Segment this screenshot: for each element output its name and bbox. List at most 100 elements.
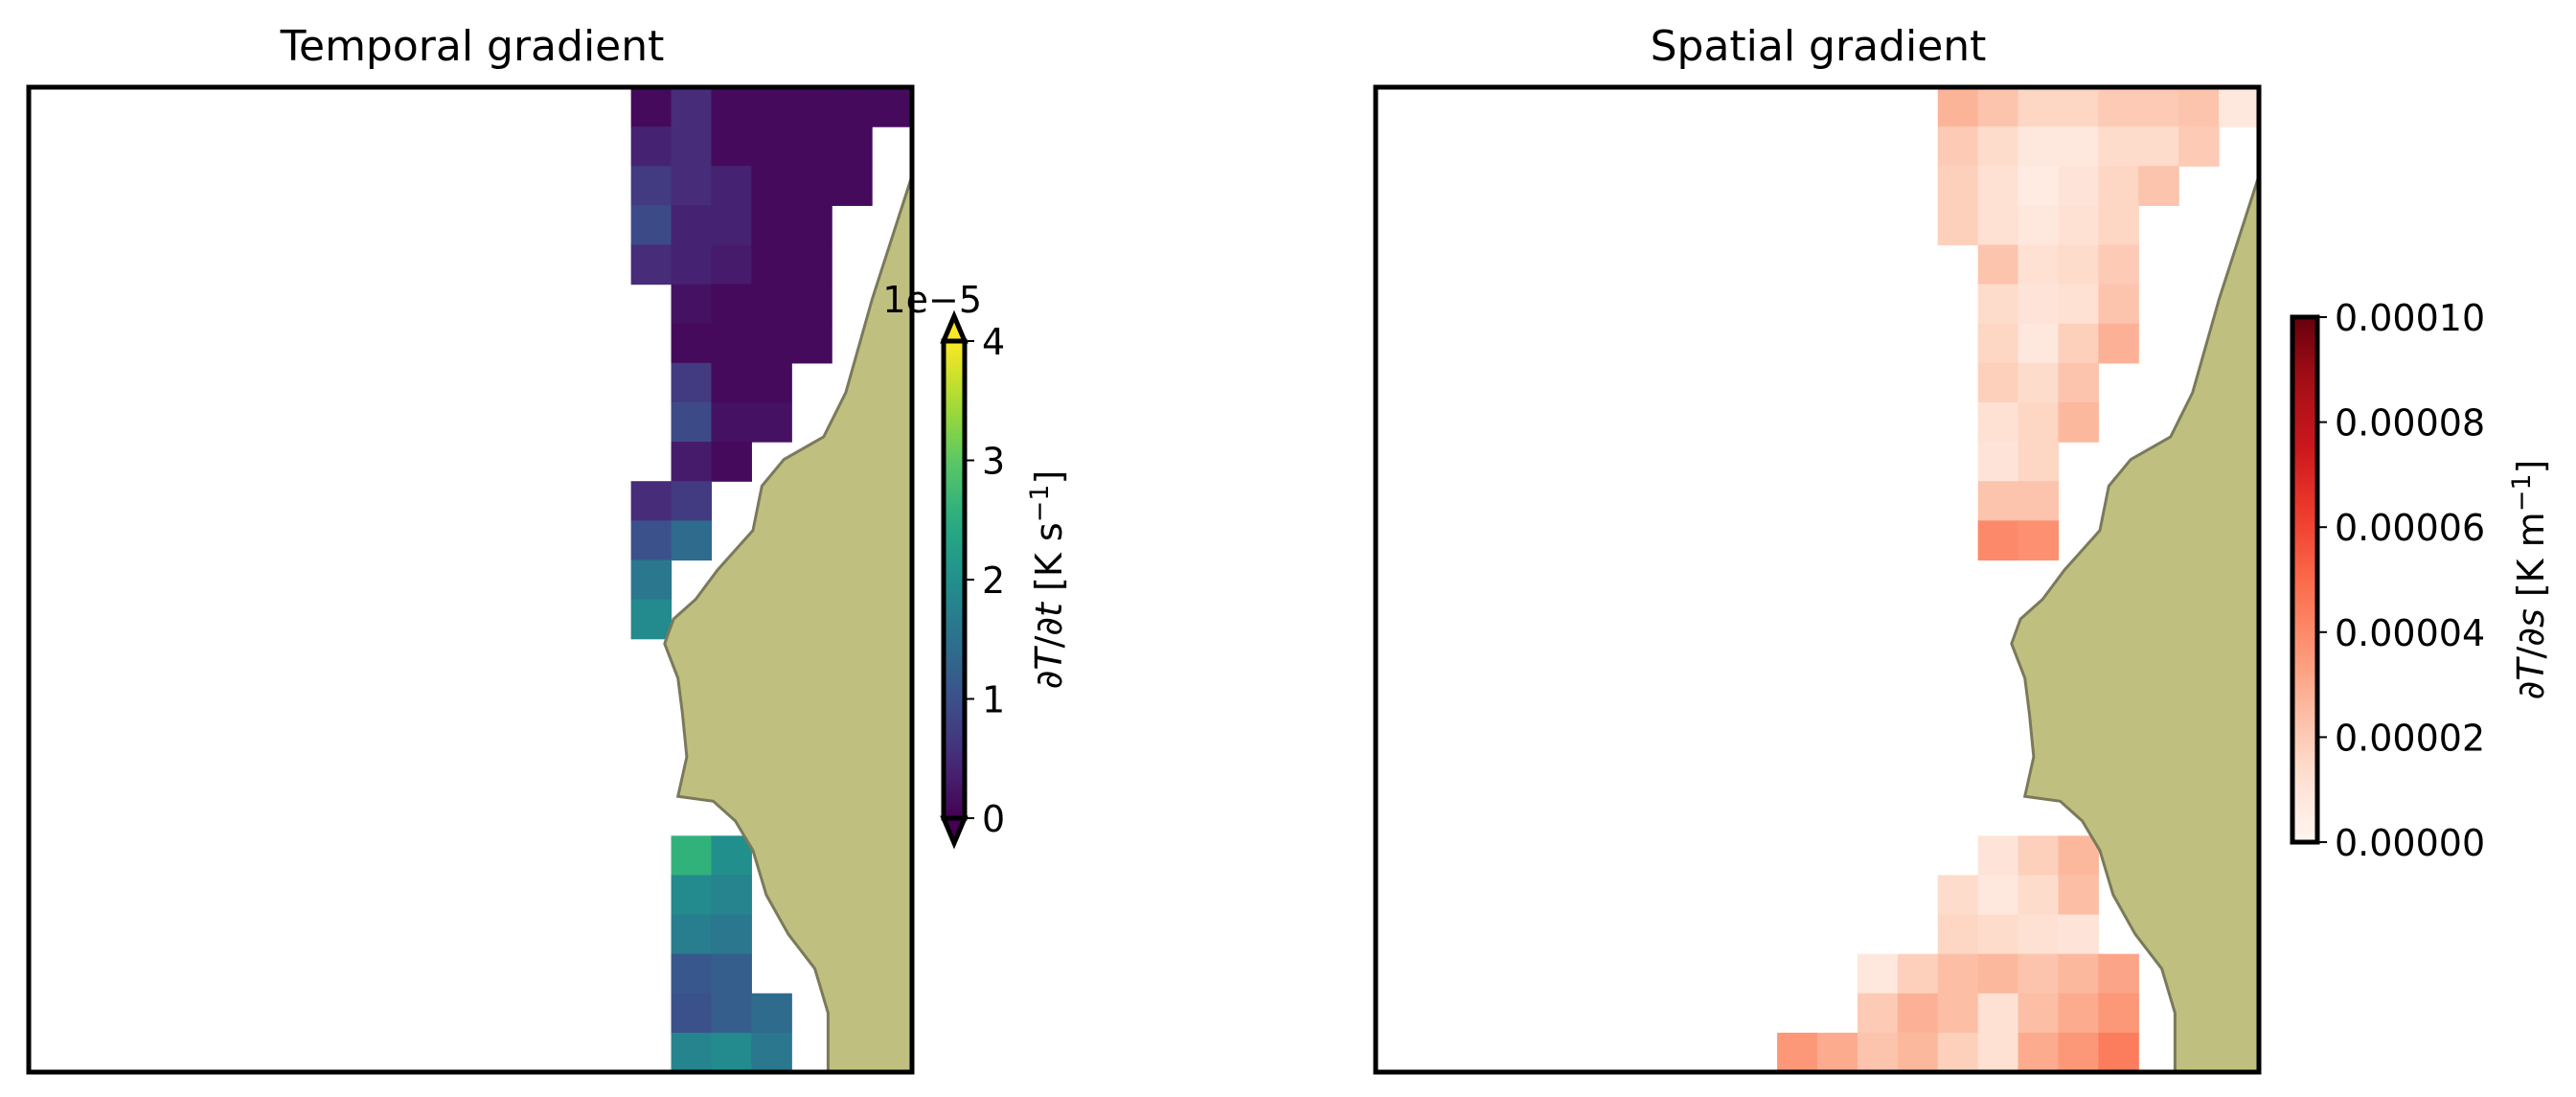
temporal-gradient-panel: Temporal gradient 0 1 2 3 4 ∂T/∂t [K s−1] 1e−5	[26, 22, 1070, 1075]
heatmap-cell	[2017, 835, 2060, 876]
heatmap-cell	[671, 401, 713, 443]
heatmap-cell	[2017, 481, 2060, 521]
spatial-gradient-panel: Spatial gradient 0.000000.000020.000040.…	[1373, 22, 2552, 1075]
heatmap-cell	[2017, 362, 2060, 403]
heatmap-cell	[630, 560, 672, 601]
heatmap-cell	[630, 520, 672, 561]
heatmap-cell	[751, 323, 792, 364]
heatmap-cell	[1977, 993, 2019, 1034]
heatmap-cell	[751, 284, 792, 325]
heatmap-cell	[2058, 87, 2099, 127]
heatmap-cell	[1977, 87, 2019, 127]
heatmap-cell	[630, 599, 672, 640]
colorbar-offset-label: 1e−5	[882, 279, 982, 321]
colorbar-tick-label: 0.00008	[2335, 402, 2485, 445]
heatmap-cell	[2058, 835, 2099, 876]
heatmap-cell	[1897, 993, 1939, 1034]
heatmap-cell	[2098, 993, 2139, 1034]
heatmap-cell	[2058, 205, 2099, 246]
heatmap-cell	[711, 205, 752, 246]
heatmap-cell	[1977, 835, 2019, 876]
heatmap-cell	[832, 87, 873, 127]
heatmap-cell	[671, 481, 713, 521]
heatmap-cell	[671, 284, 713, 325]
heatmap-cell	[1937, 993, 1979, 1034]
map-frame	[26, 84, 915, 1075]
spatial-gradient-title: Spatial gradient	[1651, 22, 1987, 71]
heatmap-cell	[671, 323, 713, 364]
heatmap-cell	[711, 87, 752, 127]
colorbar	[2290, 314, 2320, 845]
colorbar-tick-label: 0.00004	[2335, 612, 2485, 654]
heatmap-cell	[2058, 244, 2099, 286]
spatial-colorbar: 0.00000 0.00002 0.00004 0.00006 0.00008 0.000…	[2290, 297, 2552, 864]
heatmap-cell	[1937, 126, 1979, 167]
heatmap-cell	[2098, 126, 2139, 167]
heatmap-cell	[630, 244, 672, 286]
heatmap-cell	[2178, 126, 2220, 167]
heatmap-cell	[671, 993, 713, 1034]
heatmap-cell	[2098, 87, 2139, 127]
heatmap-cell	[2017, 323, 2060, 364]
heatmap-cell	[2017, 993, 2060, 1034]
heatmap-cell	[2017, 914, 2060, 955]
heatmap-cell	[711, 953, 752, 994]
heatmap-cell	[1817, 1032, 1858, 1073]
heatmap-cell	[2058, 284, 2099, 325]
heatmap-cell	[791, 284, 832, 325]
heatmap-cell	[1977, 953, 2019, 994]
heatmap-cell	[711, 284, 752, 325]
heatmap-cell	[671, 244, 713, 286]
heatmap-cell	[711, 401, 752, 443]
heatmap-cell	[2017, 953, 2060, 994]
heatmap-cell	[2017, 126, 2060, 167]
land-mask	[663, 175, 914, 1074]
heatmap-cell	[2017, 87, 2060, 127]
heatmap-cell	[1937, 87, 1979, 127]
heatmap-cell	[2058, 1032, 2099, 1073]
heatmap-cell	[2178, 87, 2220, 127]
heatmap-cell	[711, 244, 752, 286]
heatmap-cell	[711, 442, 752, 482]
heatmap-cell	[711, 1032, 752, 1073]
heatmap-cell	[2058, 953, 2099, 994]
heatmap-cell	[751, 205, 792, 246]
heatmap-cell	[711, 126, 752, 167]
heatmap-cell	[2098, 323, 2139, 364]
heatmap-cell	[1857, 993, 1899, 1034]
heatmap-cell	[671, 835, 713, 876]
heatmap-cell	[2098, 205, 2139, 246]
heatmap-cell	[1977, 442, 2019, 482]
heatmap-cell	[630, 205, 672, 246]
colorbar-label: ∂T/∂s [K m−1]	[2507, 460, 2552, 700]
heatmap-cell	[2138, 166, 2179, 206]
heatmap-cell	[2017, 875, 2060, 916]
heatmap-cell	[1777, 1032, 1818, 1073]
heatmap-cell	[2017, 205, 2060, 246]
temporal-gradient-map	[630, 87, 913, 1073]
heatmap-cell	[1897, 1032, 1939, 1073]
heatmap-cell	[711, 993, 752, 1034]
heatmap-cell	[1977, 875, 2019, 916]
colorbar-tick-label: 4	[982, 321, 1005, 363]
colorbar-extend-min	[940, 815, 969, 850]
heatmap-cell	[2058, 166, 2099, 206]
heatmap-cell	[2098, 284, 2139, 325]
heatmap-cell	[1977, 481, 2019, 521]
heatmap-cell	[1977, 205, 2019, 246]
heatmap-cell	[1977, 284, 2019, 325]
heatmap-cell	[1977, 166, 2019, 206]
heatmap-cell	[2017, 244, 2060, 286]
heatmap-cell	[1977, 244, 2019, 286]
heatmap-cell	[751, 1032, 792, 1073]
heatmap-cell	[671, 87, 713, 127]
colorbar-tick-label: 0.00000	[2335, 822, 2485, 864]
heatmap-cell	[1937, 166, 1979, 206]
heatmap-cell	[751, 993, 792, 1034]
heatmap-cell	[2058, 126, 2099, 167]
heatmap-cell	[791, 244, 832, 286]
colorbar-tick-label: 2	[982, 560, 1005, 602]
heatmap-cell	[1937, 1032, 1979, 1073]
land-mask	[2010, 175, 2261, 1074]
